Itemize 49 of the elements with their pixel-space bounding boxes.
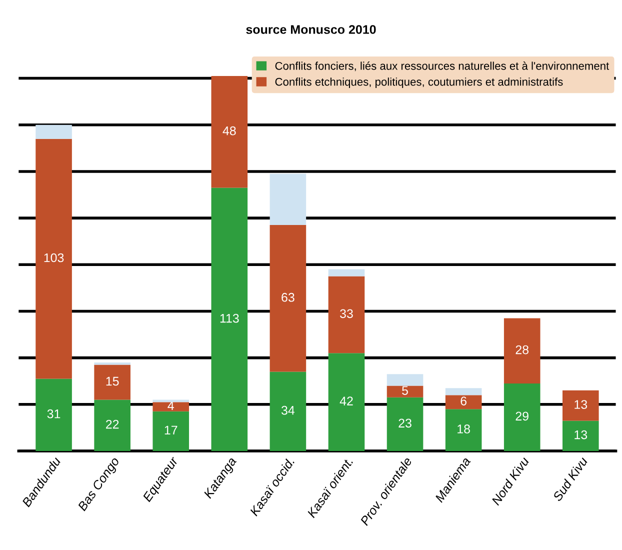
data-label: 15 bbox=[106, 376, 119, 386]
bar bbox=[504, 318, 540, 384]
data-label: 29 bbox=[516, 412, 528, 421]
data-label: 42 bbox=[340, 396, 353, 406]
data-label: 31 bbox=[47, 409, 60, 418]
bar bbox=[386, 374, 424, 386]
data-label: 28 bbox=[516, 345, 529, 354]
data-label: 5 bbox=[402, 386, 408, 395]
bar bbox=[328, 269, 365, 276]
data-label: 18 bbox=[458, 424, 470, 434]
data-label: 48 bbox=[222, 126, 236, 136]
data-label: 23 bbox=[398, 418, 412, 428]
bar bbox=[386, 386, 424, 398]
bar bbox=[386, 397, 424, 451]
data-label: 113 bbox=[220, 314, 239, 323]
data-label: 34 bbox=[281, 406, 295, 415]
data-label: 4 bbox=[168, 401, 174, 410]
bar bbox=[445, 409, 482, 451]
bar bbox=[562, 420, 599, 451]
data-label: 6 bbox=[460, 396, 466, 406]
legend-label: Conflits etchniques, politiques, coutumiers et administratifs bbox=[275, 78, 563, 88]
bar bbox=[152, 402, 190, 412]
bar bbox=[445, 388, 482, 396]
bar bbox=[270, 174, 306, 226]
bar bbox=[445, 395, 482, 410]
data-label: 13 bbox=[574, 400, 588, 409]
bar bbox=[270, 372, 306, 451]
legend-label: Conflits fonciers, liés aux ressources naturelles et à l'environnement bbox=[275, 62, 610, 72]
bar bbox=[36, 378, 72, 451]
bar bbox=[36, 138, 72, 379]
bar bbox=[211, 76, 248, 188]
bar bbox=[94, 362, 130, 365]
chart-title: source Monusco 2010 bbox=[246, 25, 376, 34]
bar bbox=[504, 383, 540, 451]
bar bbox=[328, 353, 365, 451]
bar bbox=[152, 411, 190, 451]
bar bbox=[94, 364, 130, 400]
bar bbox=[94, 400, 130, 451]
data-label: 103 bbox=[44, 253, 64, 262]
data-label: 17 bbox=[164, 426, 178, 434]
data-label: 63 bbox=[282, 292, 294, 302]
data-label: 22 bbox=[106, 420, 119, 429]
bar bbox=[211, 188, 248, 451]
data-label: 33 bbox=[340, 309, 353, 318]
bar bbox=[36, 124, 72, 139]
data-label: 13 bbox=[574, 430, 588, 440]
bar bbox=[328, 276, 365, 354]
bar bbox=[562, 390, 599, 421]
bar bbox=[270, 225, 306, 372]
